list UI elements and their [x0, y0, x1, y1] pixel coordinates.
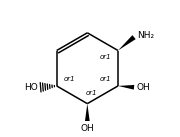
Text: HO: HO — [24, 83, 38, 92]
Text: OH: OH — [137, 83, 151, 92]
Text: or1: or1 — [86, 90, 97, 96]
Polygon shape — [85, 104, 90, 121]
Text: or1: or1 — [64, 76, 75, 82]
Polygon shape — [118, 35, 136, 51]
Polygon shape — [118, 85, 134, 90]
Text: OH: OH — [80, 124, 94, 133]
Text: or1: or1 — [100, 76, 111, 82]
Text: NH₂: NH₂ — [137, 31, 154, 40]
Text: or1: or1 — [100, 54, 111, 60]
